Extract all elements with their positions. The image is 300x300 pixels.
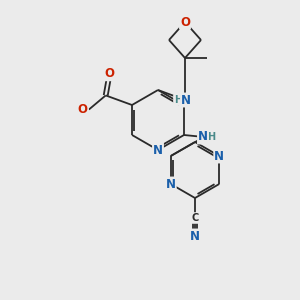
- Text: N: N: [198, 130, 208, 143]
- Text: N: N: [166, 178, 176, 190]
- Text: O: O: [104, 67, 115, 80]
- Text: C: C: [191, 213, 199, 223]
- Text: H: H: [174, 95, 182, 105]
- Text: N: N: [153, 143, 163, 157]
- Text: H: H: [207, 132, 215, 142]
- Text: N: N: [181, 94, 191, 106]
- Text: O: O: [78, 103, 88, 116]
- Text: N: N: [214, 149, 224, 163]
- Text: N: N: [190, 230, 200, 242]
- Text: O: O: [180, 16, 190, 28]
